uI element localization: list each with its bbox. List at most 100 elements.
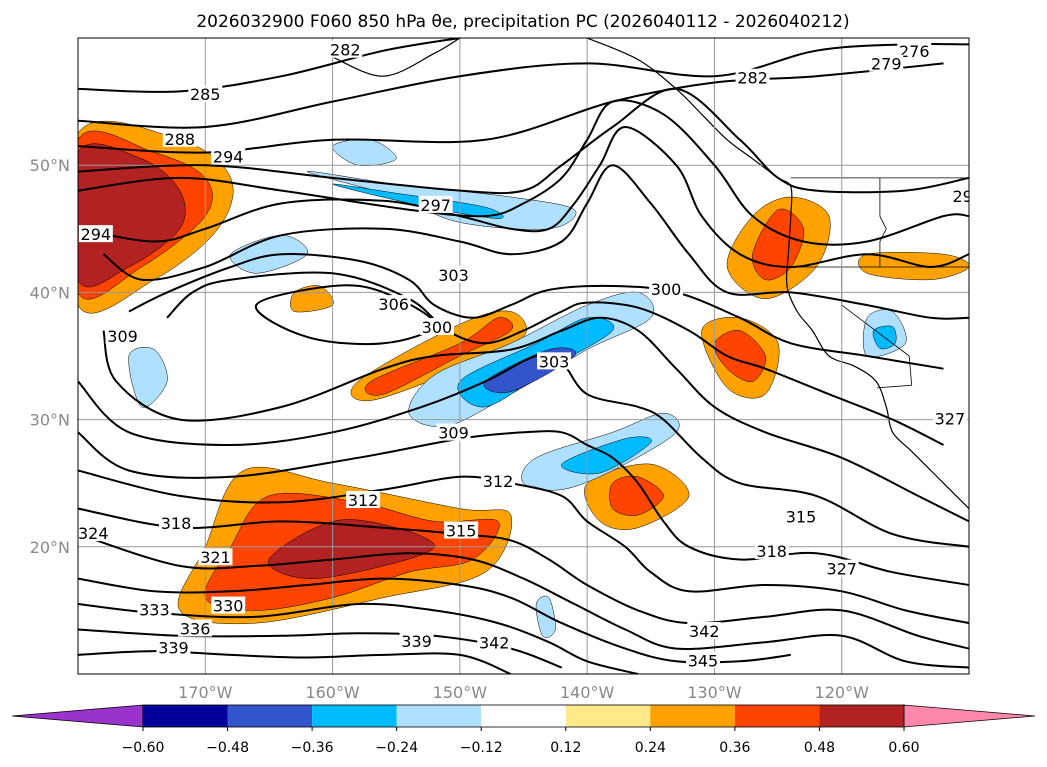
- colorbar-segment: [312, 705, 397, 727]
- contour-label: 294: [81, 225, 112, 244]
- contour-label: 309: [107, 327, 138, 346]
- theta-e-contour: [78, 469, 969, 625]
- contour-label-bg: [188, 85, 223, 103]
- colorbar-extend-high: [903, 704, 1036, 728]
- colorbar-segment: [481, 705, 566, 727]
- contour-label-bg: [685, 651, 720, 669]
- contour-label-bg: [105, 326, 140, 344]
- contour-label: 288: [165, 130, 196, 149]
- contour-label-bg: [477, 633, 512, 651]
- colorbar-segment: [819, 705, 904, 727]
- contour-label-bg: [162, 129, 197, 147]
- colorbar-tick-label: 0.48: [804, 740, 835, 756]
- contour-label: 339: [401, 632, 432, 651]
- theta-e-contour: [78, 126, 969, 268]
- contour-label-bg: [436, 265, 471, 283]
- theta-e-contour: [78, 533, 969, 669]
- contour-label: 330: [213, 597, 244, 616]
- contour-label: 306: [378, 295, 409, 314]
- precip-patch: [858, 251, 969, 281]
- theta-e-contour: [128, 253, 944, 370]
- contour-label: 312: [348, 491, 379, 510]
- x-tick-label: 130°W: [687, 683, 742, 702]
- colorbar-tick-label: −0.48: [206, 740, 249, 756]
- colorbar: −0.60 −0.48 −0.36 −0.24 −0.12 0.12 0.24 0.36 0.4…: [11, 704, 1036, 756]
- theta-e-contour: [166, 271, 944, 446]
- theta-e-contour: [78, 577, 791, 664]
- contour-label: 300: [422, 318, 453, 337]
- contour-label: 342: [689, 622, 720, 641]
- contour-label-bg: [156, 638, 191, 656]
- contour-label-bg: [198, 548, 233, 566]
- contour-label-bg: [754, 541, 789, 559]
- x-tick-label: 170°W: [178, 683, 233, 702]
- contour-label-bg: [824, 559, 859, 577]
- colorbar-extend-low: [11, 704, 144, 728]
- contour-label: 309: [438, 424, 469, 443]
- colorbar-segment: [143, 705, 228, 727]
- state-border: [879, 177, 887, 267]
- precip-patch: [332, 183, 504, 219]
- precip-patch: [752, 208, 805, 281]
- colorbar-segment: [396, 705, 482, 727]
- contour-label: 318: [756, 542, 787, 561]
- contour-label-bg: [346, 491, 381, 509]
- contour-label-bg: [649, 279, 684, 297]
- theta-e-contour-layer: [78, 38, 969, 674]
- contour-label-bg: [897, 41, 932, 59]
- colorbar-segment: [565, 705, 651, 727]
- contour-label-bg: [78, 524, 111, 542]
- contour-label: 282: [737, 69, 768, 88]
- colorbar-frame: [142, 704, 905, 728]
- theta-e-contour: [78, 87, 969, 195]
- contour-label: 342: [479, 633, 510, 652]
- contour-label: 279: [871, 55, 902, 74]
- contour-label-bg: [78, 225, 113, 243]
- precip-patch: [713, 330, 766, 382]
- colorbar-tick-label: −0.12: [460, 740, 503, 756]
- theta-e-contour: [102, 316, 969, 523]
- contour-label: 285: [190, 85, 221, 104]
- contour-label: 315: [446, 522, 477, 541]
- x-tick-label: 160°W: [305, 683, 360, 702]
- contour-label-bg: [399, 632, 434, 650]
- contour-label-bg: [783, 507, 818, 525]
- contour-label-bg: [481, 471, 516, 489]
- colorbar-segment: [734, 705, 820, 727]
- theta-e-contour: [78, 650, 512, 674]
- colorbar-tick-label: 0.60: [888, 740, 919, 756]
- contour-label-bg: [735, 68, 770, 86]
- contour-label: 294: [213, 148, 244, 167]
- contour-label: 345: [688, 651, 719, 670]
- contour-label-bg: [932, 409, 967, 427]
- contour-label-bg: [444, 521, 479, 539]
- contour-label: 315: [786, 508, 817, 527]
- x-tick-label: 140°W: [560, 683, 615, 702]
- y-tick-label: 30°N: [30, 411, 70, 430]
- x-tick-labels: 170°W 160°W 150°W 140°W 130°W 120°W: [178, 683, 869, 702]
- state-border: [877, 355, 913, 389]
- theta-e-contour: [78, 507, 969, 650]
- contour-label-bg: [211, 147, 246, 165]
- y-tick-labels: 20°N 30°N 40°N 50°N: [30, 156, 70, 557]
- contour-label-bg: [537, 352, 572, 370]
- chart-title: 2026032900 F060 850 hPa θe, precipitatio…: [196, 12, 849, 32]
- y-tick-label: 20°N: [30, 538, 70, 557]
- contour-label-bg: [418, 195, 453, 213]
- colorbar-tick-label: −0.24: [375, 740, 418, 756]
- contour-label-bg: [137, 600, 172, 618]
- contour-label-bg: [869, 54, 904, 72]
- contour-label: 318: [161, 514, 192, 533]
- y-tick-label: 50°N: [30, 156, 70, 175]
- x-tick-label: 120°W: [815, 683, 870, 702]
- contour-label: 29: [952, 187, 972, 206]
- colorbar-segment: [227, 705, 313, 727]
- contour-label: 297: [420, 196, 451, 215]
- y-tick-label: 40°N: [30, 283, 70, 302]
- contour-label: 282: [330, 41, 361, 60]
- contour-label: 312: [483, 472, 514, 491]
- contour-label: 303: [539, 352, 570, 371]
